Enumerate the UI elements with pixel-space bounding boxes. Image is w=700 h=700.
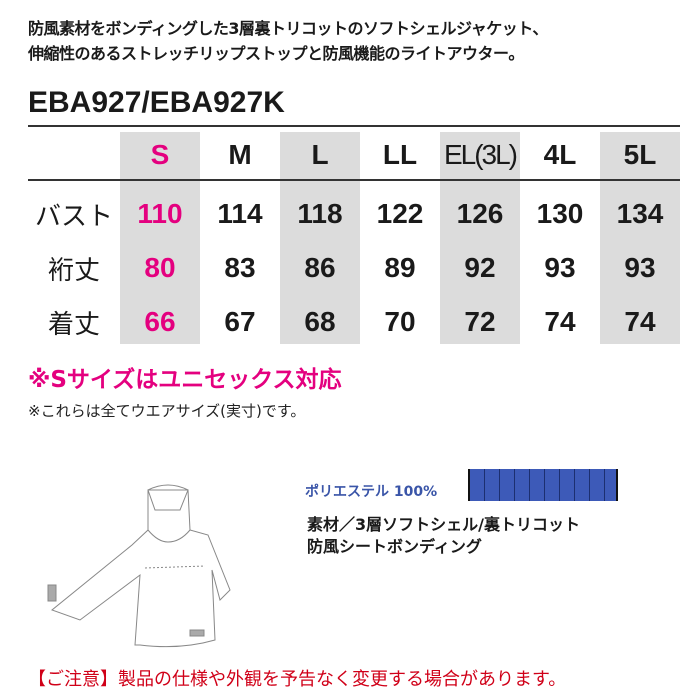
- cell: 114: [217, 198, 263, 229]
- cell: 126: [456, 198, 504, 229]
- size-header: M: [228, 139, 252, 170]
- product-description: 防風素材をボンディングした3層裏トリコットのソフトシェルジャケット、 伸縮性のあ…: [28, 16, 548, 66]
- column-shade: [280, 132, 360, 344]
- size-header: S: [150, 139, 170, 170]
- table-row: バスト 110 114 118 122 126 130 134: [28, 188, 680, 240]
- cell: 134: [616, 198, 664, 229]
- cell: 93: [624, 252, 656, 283]
- cell: 110: [137, 198, 183, 229]
- column-shade: [120, 132, 200, 344]
- fiber-composition-bar: [468, 469, 618, 501]
- cell: 122: [376, 198, 424, 229]
- divider: [28, 179, 680, 181]
- caution-notice: 【ご注意】製品の仕様や外観を予告なく変更する場合があります。: [28, 669, 567, 690]
- description-line: 防風素材をボンディングした3層裏トリコットのソフトシェルジャケット、: [28, 19, 548, 38]
- cell: 80: [144, 252, 176, 283]
- table-row: 裄丈 80 83 86 89 92 93 93: [28, 242, 680, 294]
- cell: 118: [297, 198, 343, 229]
- cell: 72: [464, 306, 496, 337]
- jacket-back-illustration: [47, 484, 231, 648]
- row-label: 裄丈: [47, 255, 100, 286]
- material-description: 素材／3層ソフトシェル/裏トリコット 防風シートボンディング: [307, 514, 580, 558]
- unisex-note: ※Sサイズはユニセックス対応: [28, 367, 342, 393]
- fiber-label: ポリエステル 100%: [305, 484, 438, 500]
- header-row: S M L LL EL(3L) 4L 5L: [28, 132, 680, 178]
- description-line: 伸縮性のあるストレッチリップストップと防風機能のライトアウター。: [28, 44, 524, 63]
- material-line: 素材／3層ソフトシェル/裏トリコット: [307, 515, 580, 534]
- row-label: 着丈: [47, 309, 100, 340]
- cell: 70: [384, 306, 416, 337]
- cell: 74: [624, 306, 656, 337]
- model-number: EBA927/EBA927K: [28, 86, 285, 119]
- size-header: 4L: [543, 139, 577, 170]
- cell: 74: [544, 306, 576, 337]
- column-shade: [440, 132, 520, 344]
- cell: 89: [384, 252, 416, 283]
- cell: 93: [544, 252, 576, 283]
- cell: 92: [464, 252, 496, 283]
- size-header: EL(3L): [443, 139, 518, 170]
- material-line: 防風シートボンディング: [307, 537, 482, 556]
- size-header: 5L: [623, 139, 657, 170]
- row-label: バスト: [34, 201, 113, 232]
- cell: 130: [536, 198, 584, 229]
- size-note: ※これらは全てウエアサイズ(実寸)です。: [28, 402, 306, 420]
- cell: 86: [304, 252, 336, 283]
- cell: 66: [144, 306, 176, 337]
- cell: 83: [224, 252, 256, 283]
- size-header: LL: [382, 139, 418, 170]
- table-row: 着丈 66 67 68 70 72 74 74: [28, 296, 680, 348]
- column-shade: [600, 132, 680, 344]
- cell: 67: [224, 306, 256, 337]
- divider: [28, 125, 680, 127]
- size-header: L: [311, 139, 329, 170]
- cell: 68: [304, 306, 336, 337]
